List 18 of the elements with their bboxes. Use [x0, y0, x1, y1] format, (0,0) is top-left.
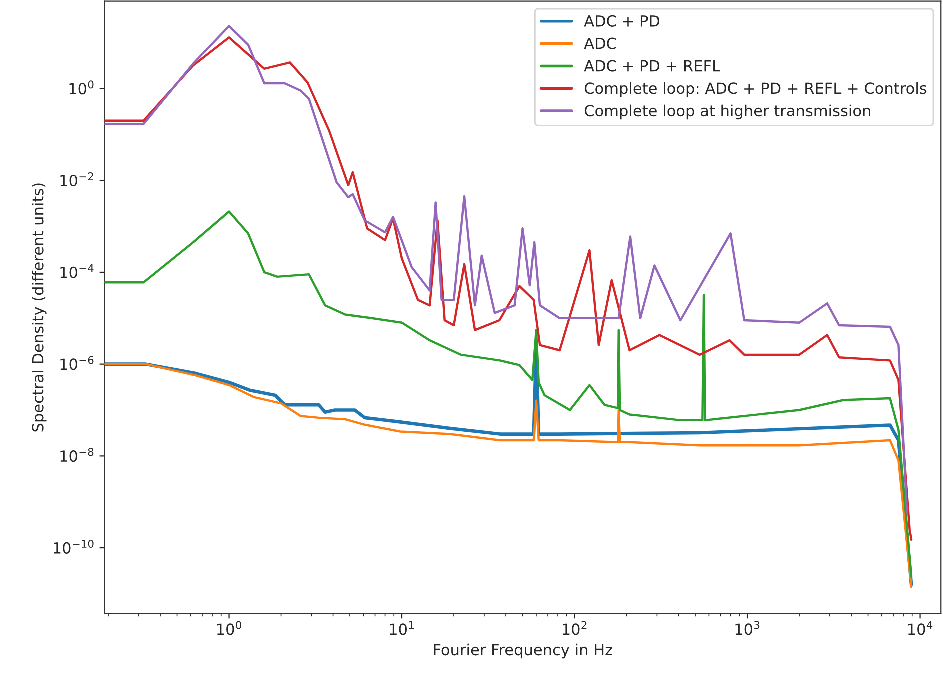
y-axis-title: Spectral Density (different units)	[32, 184, 47, 432]
x-tick-label: 10$^{3}$	[736, 621, 760, 636]
x-tick-label: 10$^{4}$	[908, 621, 933, 636]
x-axis-title: Fourier Frequency in Hz	[434, 644, 612, 659]
legend-label: Complete loop at higher transmission	[584, 104, 870, 120]
y-tick-label: 10$^{−2}$	[60, 172, 94, 187]
legend-label: ADC + PD + REFL	[584, 60, 720, 72]
legend-label: Complete loop: ADC + PD + REFL + Controls	[584, 82, 927, 98]
y-tick-label: 10$^{−10}$	[54, 540, 94, 554]
x-tick-label: 10$^{0}$	[218, 621, 242, 636]
x-tick-label: 10$^{2}$	[563, 621, 587, 636]
x-tick-label: 10$^{1}$	[390, 621, 414, 636]
y-tick-label: 10$^{−6}$	[60, 356, 94, 370]
legend-label: ADC	[584, 38, 616, 50]
y-tick-label: 10$^{−8}$	[60, 448, 94, 462]
legend-label: ADC + PD	[584, 15, 660, 27]
y-tick-label: 10$^{−4}$	[60, 264, 94, 278]
y-tick-label: 10$^{0}$	[70, 80, 94, 95]
